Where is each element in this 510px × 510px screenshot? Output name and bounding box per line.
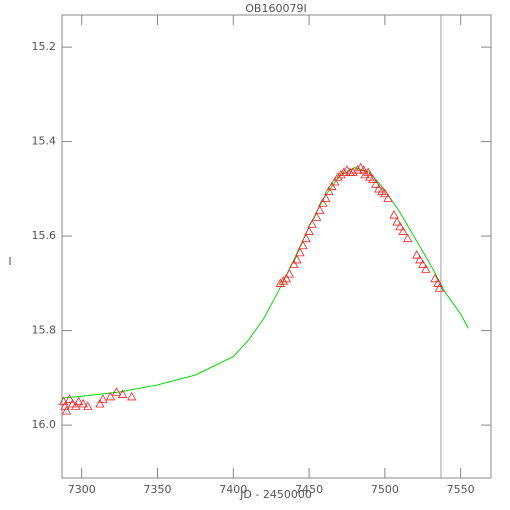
data-point bbox=[127, 391, 137, 401]
data-point bbox=[78, 399, 88, 408]
data-point bbox=[398, 226, 408, 235]
data-point bbox=[324, 186, 334, 195]
data-point bbox=[421, 264, 431, 273]
data-point bbox=[278, 276, 289, 285]
x-tick-label: 7450 bbox=[295, 483, 323, 496]
data-point bbox=[395, 221, 405, 231]
data-point bbox=[284, 269, 295, 278]
data-point bbox=[418, 259, 428, 269]
y-tick-label: 16.0 bbox=[32, 418, 57, 431]
data-point bbox=[292, 254, 302, 264]
data-point bbox=[352, 165, 363, 174]
data-point bbox=[70, 401, 81, 410]
data-point bbox=[307, 219, 317, 228]
data-point bbox=[330, 176, 340, 186]
data-point bbox=[333, 172, 343, 181]
data-point bbox=[336, 169, 346, 179]
data-point bbox=[368, 174, 378, 184]
data-point bbox=[117, 389, 128, 398]
chart-title: OB160079I bbox=[245, 2, 306, 15]
data-point bbox=[289, 259, 299, 269]
data-point bbox=[61, 406, 72, 415]
y-axis-label: I bbox=[8, 255, 11, 268]
data-point bbox=[64, 394, 75, 403]
data-point bbox=[371, 179, 381, 188]
data-point bbox=[392, 217, 402, 226]
data-point bbox=[430, 273, 440, 283]
data-point bbox=[111, 387, 122, 396]
data-point bbox=[348, 167, 358, 176]
data-point bbox=[389, 210, 399, 219]
data-point bbox=[298, 240, 308, 250]
data-point bbox=[327, 181, 337, 191]
data-point bbox=[98, 394, 108, 403]
x-tick-label: 7400 bbox=[219, 483, 247, 496]
data-point bbox=[380, 188, 390, 198]
x-tick-label: 7500 bbox=[371, 483, 399, 496]
x-axis-label: JD - 2450000 bbox=[239, 488, 312, 501]
data-point bbox=[304, 226, 314, 235]
data-point bbox=[301, 233, 311, 243]
data-point bbox=[318, 198, 328, 207]
y-tick-label: 15.6 bbox=[32, 229, 57, 242]
data-point bbox=[281, 273, 292, 283]
x-tick-label: 7550 bbox=[447, 483, 475, 496]
data-point bbox=[412, 250, 422, 259]
plot-frame bbox=[61, 14, 492, 479]
data-point bbox=[73, 396, 84, 406]
data-point bbox=[83, 401, 93, 410]
y-tick-label: 15.2 bbox=[32, 40, 57, 53]
y-tick-label: 15.4 bbox=[32, 135, 57, 148]
data-point bbox=[295, 247, 305, 257]
data-point bbox=[383, 193, 393, 202]
data-point bbox=[402, 233, 413, 243]
data-point bbox=[275, 278, 285, 287]
data-point bbox=[315, 205, 325, 214]
data-point bbox=[311, 212, 322, 221]
data-point bbox=[415, 254, 425, 264]
y-tick-label: 15.8 bbox=[32, 324, 57, 337]
data-point bbox=[434, 283, 445, 292]
data-point bbox=[360, 169, 370, 179]
x-tick-label: 7300 bbox=[68, 483, 96, 496]
data-point bbox=[339, 167, 349, 176]
x-tick-label: 7350 bbox=[144, 483, 172, 496]
data-point bbox=[321, 193, 331, 202]
model-curve bbox=[61, 167, 469, 399]
data-point bbox=[95, 399, 105, 408]
data-point bbox=[105, 391, 116, 401]
